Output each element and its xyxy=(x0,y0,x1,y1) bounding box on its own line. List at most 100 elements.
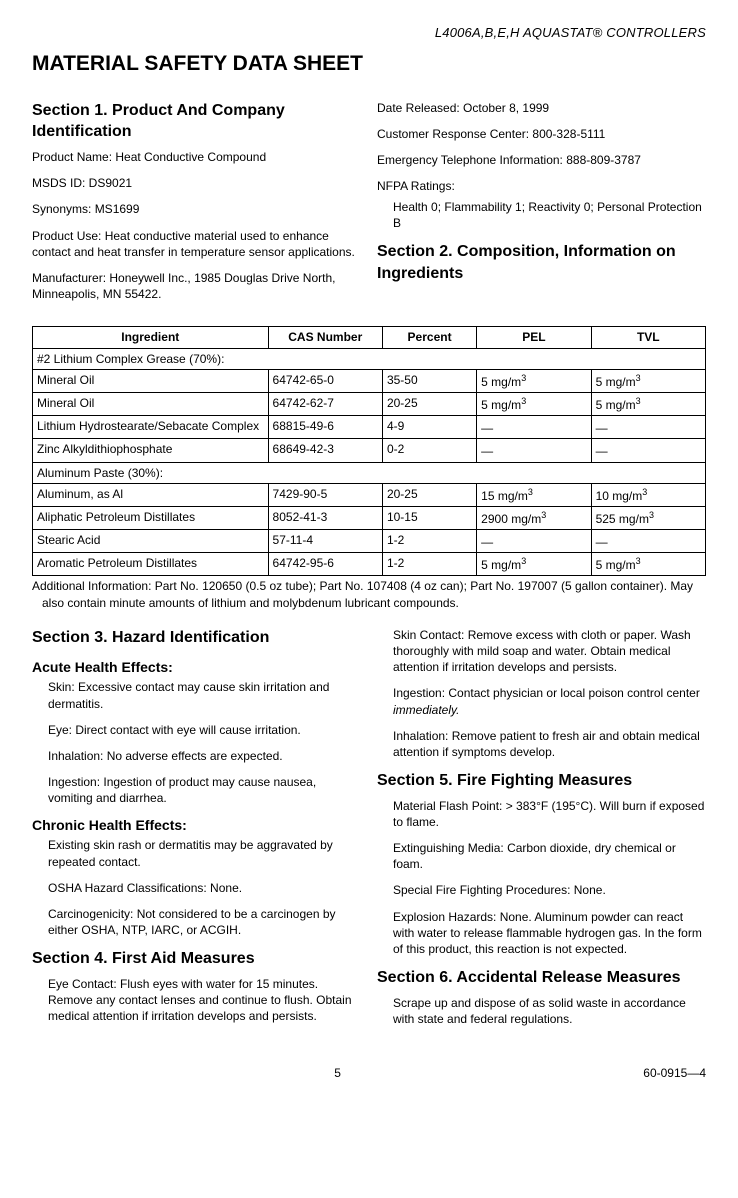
footer-page-number: 5 xyxy=(32,1065,643,1081)
synonyms: Synonyms: MS1699 xyxy=(32,201,361,217)
table-group-row: Aluminum Paste (30%): xyxy=(33,462,706,483)
chronic-1: Existing skin rash or dermatitis may be … xyxy=(48,837,361,869)
section1-title: Section 1. Product And Company Identific… xyxy=(32,100,361,143)
table-row: Zinc Alkyldithiophosphate 68649-42-3 0-2… xyxy=(33,439,706,462)
cell-pel: 2900 mg/m3 xyxy=(477,506,591,529)
fire-media: Extinguishing Media: Carbon dioxide, dry… xyxy=(393,840,706,872)
acute-skin: Skin: Excessive contact may cause skin i… xyxy=(48,679,361,711)
cell-ingredient: Aromatic Petroleum Distillates xyxy=(33,553,269,576)
page-title: MATERIAL SAFETY DATA SHEET xyxy=(32,50,706,78)
lower-columns: Section 3. Hazard Identification Acute H… xyxy=(32,627,706,1037)
section1-block: Section 1. Product And Company Identific… xyxy=(32,100,706,313)
cell-tvl: 5 mg/m3 xyxy=(591,553,705,576)
chronic-2: OSHA Hazard Classifications: None. xyxy=(48,880,361,896)
section3-title: Section 3. Hazard Identification xyxy=(32,627,361,649)
table-group-row: #2 Lithium Complex Grease (70%): xyxy=(33,348,706,369)
customer-response-center: Customer Response Center: 800-328-5111 xyxy=(377,126,706,142)
th-tvl: TVL xyxy=(591,327,705,348)
table-row: Stearic Acid 57-11-4 1-2 — — xyxy=(33,530,706,553)
cell-cas: 57-11-4 xyxy=(268,530,382,553)
cell-cas: 64742-62-7 xyxy=(268,392,382,415)
th-ingredient: Ingredient xyxy=(33,327,269,348)
page-footer: 5 60-0915—4 xyxy=(32,1065,706,1081)
cell-tvl: 5 mg/m3 xyxy=(591,392,705,415)
cell-percent: 1-2 xyxy=(382,530,476,553)
cell-ingredient: Mineral Oil xyxy=(33,392,269,415)
emergency-phone: Emergency Telephone Information: 888-809… xyxy=(377,152,706,168)
cell-pel: — xyxy=(477,416,591,439)
cell-pel: — xyxy=(477,530,591,553)
cell-cas: 68649-42-3 xyxy=(268,439,382,462)
firstaid-ingestion: Ingestion: Contact physician or local po… xyxy=(393,685,706,717)
cell-percent: 20-25 xyxy=(382,483,476,506)
cell-pel: 5 mg/m3 xyxy=(477,392,591,415)
table-row: Aluminum, as Al 7429-90-5 20-25 15 mg/m3… xyxy=(33,483,706,506)
acute-eye: Eye: Direct contact with eye will cause … xyxy=(48,722,361,738)
cell-cas: 64742-65-0 xyxy=(268,369,382,392)
cell-tvl: — xyxy=(591,530,705,553)
cell-percent: 4-9 xyxy=(382,416,476,439)
cell-cas: 68815-49-6 xyxy=(268,416,382,439)
cell-tvl: — xyxy=(591,439,705,462)
table-header-row: Ingredient CAS Number Percent PEL TVL xyxy=(33,327,706,348)
cell-percent: 0-2 xyxy=(382,439,476,462)
cell-ingredient: Lithium Hydrostearate/Sebacate Complex xyxy=(33,416,269,439)
cell-ingredient: Aluminum, as Al xyxy=(33,483,269,506)
table-row: Mineral Oil 64742-65-0 35-50 5 mg/m3 5 m… xyxy=(33,369,706,392)
cell-pel: 15 mg/m3 xyxy=(477,483,591,506)
fire-flash: Material Flash Point: > 383°F (195°C). W… xyxy=(393,798,706,830)
cell-cas: 8052-41-3 xyxy=(268,506,382,529)
acute-health-title: Acute Health Effects: xyxy=(32,658,361,677)
firstaid-eye: Eye Contact: Flush eyes with water for 1… xyxy=(48,976,361,1025)
firstaid-skin: Skin Contact: Remove excess with cloth o… xyxy=(393,627,706,676)
cell-tvl: 5 mg/m3 xyxy=(591,369,705,392)
table-row: Lithium Hydrostearate/Sebacate Complex 6… xyxy=(33,416,706,439)
manufacturer: Manufacturer: Honeywell Inc., 1985 Dougl… xyxy=(32,270,361,302)
msds-id: MSDS ID: DS9021 xyxy=(32,175,361,191)
table-row: Mineral Oil 64742-62-7 20-25 5 mg/m3 5 m… xyxy=(33,392,706,415)
nfpa-text: Health 0; Flammability 1; Reactivity 0; … xyxy=(393,199,706,231)
cell-percent: 1-2 xyxy=(382,553,476,576)
group1-label: #2 Lithium Complex Grease (70%): xyxy=(33,348,706,369)
fire-procedures: Special Fire Fighting Procedures: None. xyxy=(393,882,706,898)
doc-header-title: L4006A,B,E,H AQUASTAT® CONTROLLERS xyxy=(32,24,706,42)
chronic-health-title: Chronic Health Effects: xyxy=(32,816,361,835)
section5-title: Section 5. Fire Fighting Measures xyxy=(377,770,706,792)
th-cas: CAS Number xyxy=(268,327,382,348)
section6-title: Section 6. Accidental Release Measures xyxy=(377,967,706,989)
nfpa-label: NFPA Ratings: xyxy=(377,178,706,194)
table-row: Aromatic Petroleum Distillates 64742-95-… xyxy=(33,553,706,576)
product-name: Product Name: Heat Conductive Compound xyxy=(32,149,361,165)
cell-ingredient: Aliphatic Petroleum Distillates xyxy=(33,506,269,529)
cell-ingredient: Mineral Oil xyxy=(33,369,269,392)
date-released: Date Released: October 8, 1999 xyxy=(377,100,706,116)
cell-ingredient: Stearic Acid xyxy=(33,530,269,553)
product-use: Product Use: Heat conductive material us… xyxy=(32,228,361,260)
cell-percent: 20-25 xyxy=(382,392,476,415)
cell-ingredient: Zinc Alkyldithiophosphate xyxy=(33,439,269,462)
group2-label: Aluminum Paste (30%): xyxy=(33,462,706,483)
ingredients-table: Ingredient CAS Number Percent PEL TVL #2… xyxy=(32,326,706,576)
cell-cas: 7429-90-5 xyxy=(268,483,382,506)
footer-doc-number: 60-0915—4 xyxy=(643,1065,706,1081)
firstaid-inhalation: Inhalation: Remove patient to fresh air … xyxy=(393,728,706,760)
acute-inhalation: Inhalation: No adverse effects are expec… xyxy=(48,748,361,764)
cell-tvl: — xyxy=(591,416,705,439)
cell-percent: 10-15 xyxy=(382,506,476,529)
chronic-3: Carcinogenicity: Not considered to be a … xyxy=(48,906,361,938)
section4-title: Section 4. First Aid Measures xyxy=(32,948,361,970)
table-row: Aliphatic Petroleum Distillates 8052-41-… xyxy=(33,506,706,529)
release-text: Scrape up and dispose of as solid waste … xyxy=(393,995,706,1027)
th-percent: Percent xyxy=(382,327,476,348)
cell-pel: — xyxy=(477,439,591,462)
cell-percent: 35-50 xyxy=(382,369,476,392)
cell-tvl: 10 mg/m3 xyxy=(591,483,705,506)
th-pel: PEL xyxy=(477,327,591,348)
additional-info: Additional Information: Part No. 120650 … xyxy=(32,578,706,610)
cell-pel: 5 mg/m3 xyxy=(477,369,591,392)
section2-title: Section 2. Composition, Information on I… xyxy=(377,241,706,284)
acute-ingestion: Ingestion: Ingestion of product may caus… xyxy=(48,774,361,806)
fire-explosion: Explosion Hazards: None. Aluminum powder… xyxy=(393,909,706,958)
cell-cas: 64742-95-6 xyxy=(268,553,382,576)
cell-tvl: 525 mg/m3 xyxy=(591,506,705,529)
